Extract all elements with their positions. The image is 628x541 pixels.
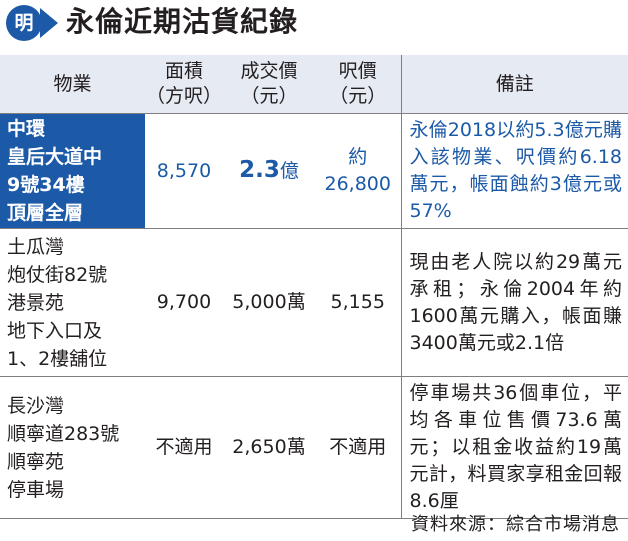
price-cell: 2,650萬	[223, 376, 315, 519]
column-header-area: 面積 （方呎）	[145, 55, 223, 114]
table-row: 長沙灣 順寧道283號 順寧苑 停車場 不適用 2,650萬 不適用 停車場共3…	[0, 376, 628, 519]
source-note: 資料來源：綜合市場消息	[411, 514, 620, 535]
column-header-remark: 備註	[400, 55, 628, 114]
price-cell: 2.3億	[223, 113, 315, 229]
psf-cell: 5,155	[315, 228, 401, 377]
area-cell: 不適用	[145, 376, 223, 519]
area-cell: 8,570	[145, 113, 223, 229]
chevron-right-icon	[40, 8, 58, 38]
psf-cell: 約 26,800	[315, 113, 401, 229]
column-header-price: 成交價 （元）	[223, 55, 315, 114]
table-row: 土瓜灣 炮仗街82號 港景苑 地下入口及 1、2樓舖位 9,700 5,000萬…	[0, 228, 628, 377]
area-cell: 9,700	[145, 228, 223, 377]
psf-cell: 不適用	[315, 376, 401, 519]
property-cell: 土瓜灣 炮仗街82號 港景苑 地下入口及 1、2樓舖位	[0, 228, 145, 377]
table-header-row: 物業 面積 （方呎） 成交價 （元） 呎價 （元） 備註	[0, 55, 628, 114]
newspaper-logo: 明	[6, 5, 42, 41]
column-header-property: 物業	[0, 55, 145, 114]
remark-cell: 現由老人院以約29萬元承租；永倫2004年約1600萬元購入，帳面賺3400萬元…	[400, 228, 628, 377]
column-header-psf: 呎價 （元）	[315, 55, 401, 114]
sales-record-table-wrap: 物業 面積 （方呎） 成交價 （元） 呎價 （元） 備註	[0, 55, 628, 519]
page-title: 永倫近期沽貨紀錄	[66, 5, 299, 38]
table-row: 中環 皇后大道中 9號34樓 頂層全層 8,570 2.3億 約 26,800 …	[0, 113, 628, 229]
title-bar: 明 永倫近期沽貨紀錄	[0, 0, 628, 46]
property-cell: 長沙灣 順寧道283號 順寧苑 停車場	[0, 376, 145, 519]
remark-cell: 停車場共36個車位，平均各車位售價73.6萬元；以租金收益約19萬元計，料買家享…	[400, 376, 628, 519]
price-cell: 5,000萬	[223, 228, 315, 377]
property-cell: 中環 皇后大道中 9號34樓 頂層全層	[0, 113, 145, 229]
sales-record-table: 物業 面積 （方呎） 成交價 （元） 呎價 （元） 備註	[0, 55, 628, 519]
remark-cell: 永倫2018以約5.3億元購入該物業、呎價約6.18萬元，帳面蝕約3億元或57%	[400, 113, 628, 229]
